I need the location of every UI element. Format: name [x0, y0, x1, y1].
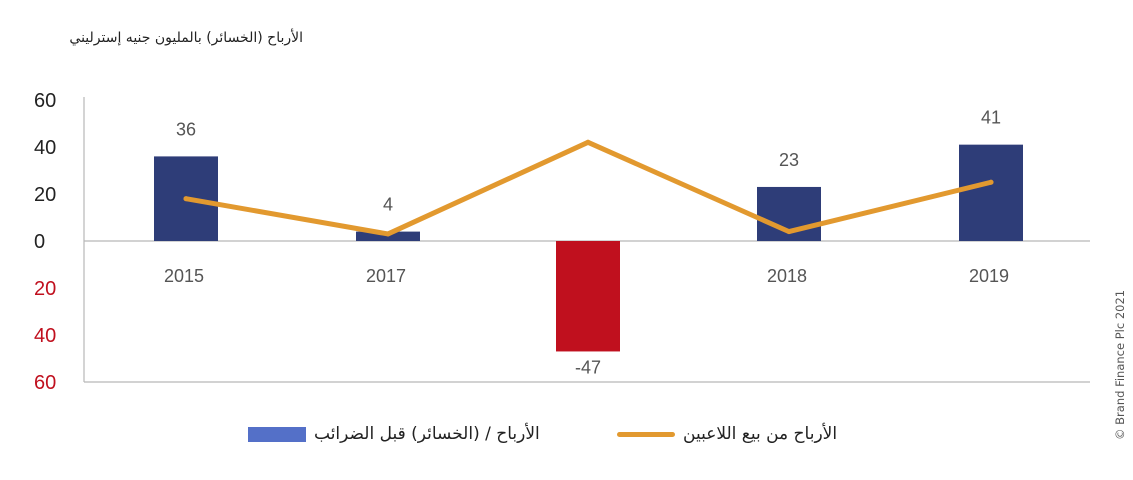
- bar: [556, 241, 620, 352]
- line-series: [183, 139, 994, 237]
- copyright-text: © Brand Finance Plc 2021: [1113, 289, 1127, 440]
- x-tick-label: 2019: [969, 266, 1009, 286]
- y-tick-label: 60: [34, 372, 56, 394]
- y-tick-label: 20: [34, 184, 56, 206]
- y-tick-label: 40: [34, 325, 56, 347]
- line-point: [786, 229, 792, 235]
- y-tick-label: 40: [34, 137, 56, 159]
- bars: [154, 144, 1023, 352]
- y-tick-label: 20: [34, 278, 56, 300]
- legend-item-bars: الأرباح / (الخسائر) قبل الضرائب: [248, 421, 540, 447]
- y-tick-label: 60: [34, 90, 56, 112]
- legend-item-line: الأرباح من بيع اللاعبين: [617, 421, 837, 447]
- bar-value-label: 23: [779, 150, 799, 170]
- line-point: [585, 139, 591, 145]
- line-series-path: [183, 139, 994, 237]
- legend-line-swatch: [617, 431, 675, 437]
- bar-value-label: 36: [176, 119, 196, 139]
- bar-value-label: 4: [383, 195, 393, 215]
- y-tick-label: 0: [34, 231, 45, 253]
- bar: [959, 144, 1023, 241]
- chart-title: الأرباح (الخسائر) بالمليون جنيه إسترليني: [69, 30, 303, 46]
- bar-value-label: 41: [981, 108, 1001, 128]
- bar-value-label: -47: [575, 357, 601, 377]
- x-tick-label: 2017: [366, 266, 406, 286]
- legend-line-label: الأرباح من بيع اللاعبين: [683, 424, 838, 444]
- line-point: [988, 179, 994, 185]
- line-point: [183, 196, 189, 202]
- x-tick-label: 2015: [164, 266, 204, 286]
- legend-bar-swatch: [248, 426, 306, 442]
- labels: 36 4 -47 23 41 2015 2017 2018 2019: [164, 108, 1009, 378]
- legend-bars-label: الأرباح / (الخسائر) قبل الضرائب: [314, 424, 540, 444]
- x-tick-label: 2018: [767, 266, 807, 286]
- line-point: [385, 231, 391, 237]
